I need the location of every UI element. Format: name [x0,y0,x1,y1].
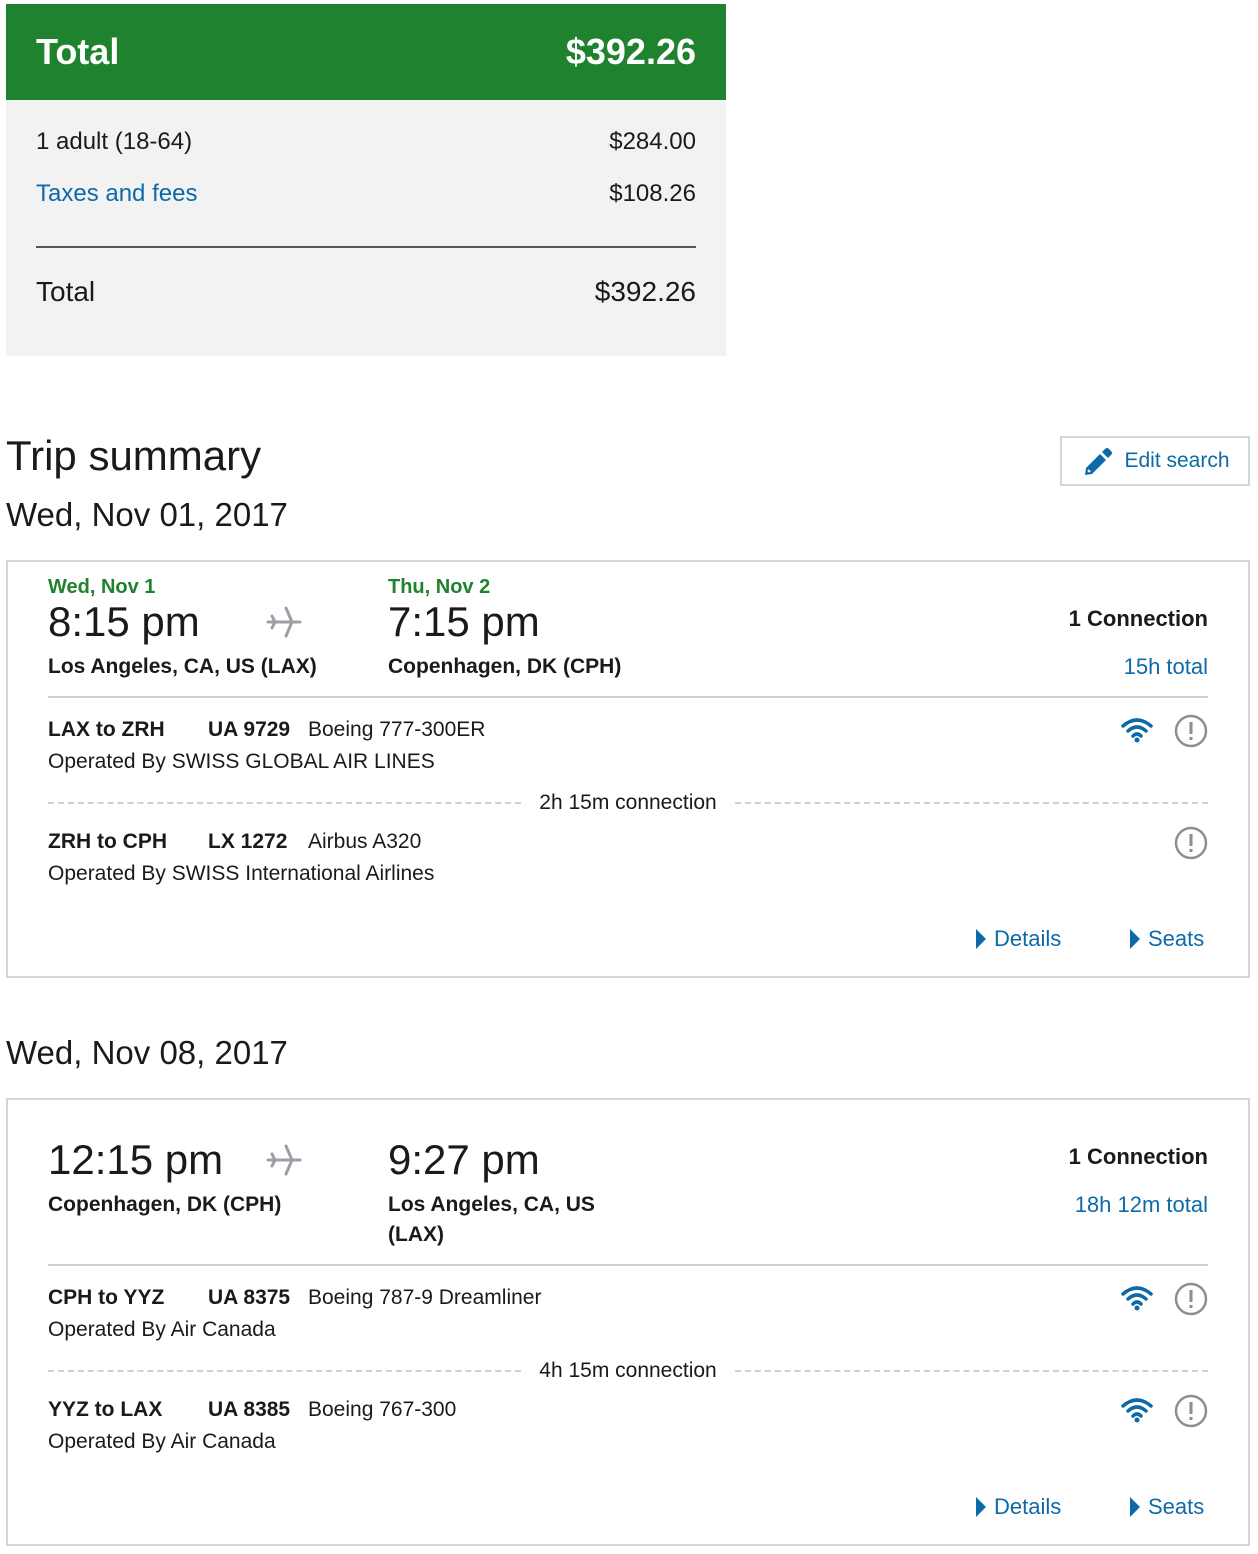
connection-count: 1 Connection [1068,1144,1208,1169]
segment-flight-number: LX 1272 [208,830,288,853]
details-link[interactable]: Details [976,926,1061,952]
segment-aircraft: Boeing 777-300ER [308,718,486,741]
edit-search-label: Edit search [1124,449,1230,472]
wifi-icon [1121,1286,1153,1311]
segment-flight-number: UA 9729 [208,718,291,741]
details-link[interactable]: Details [976,1494,1061,1520]
segment-route: YYZ to LAX [48,1398,163,1421]
price-row-amount: $284.00 [609,128,696,155]
alert-icon[interactable] [1174,714,1208,748]
connection-count: 1 Connection [1068,606,1208,631]
pencil-icon [1085,448,1113,475]
details-label: Details [994,926,1062,951]
segment-flight-number: UA 8375 [208,1286,291,1309]
edit-search-button[interactable]: Edit search [1060,436,1250,486]
segment-operator: Operated By SWISS GLOBAL AIR LINES [48,750,435,773]
segment-route: LAX to ZRH [48,718,165,741]
segment-route: ZRH to CPH [48,830,167,853]
price-row-adult: 1 adult (18-64) $284.00 [36,128,696,156]
depart-time: 12:15 pm [48,1136,224,1183]
segment-aircraft: Boeing 767-300 [308,1398,457,1421]
price-row-taxes: Taxes and fees $108.26 [36,180,696,208]
price-total-amount: $392.26 [594,276,696,307]
taxes-and-fees-link[interactable]: Taxes and fees [36,180,198,207]
flight-date-heading: Wed, Nov 01, 2017 [6,496,288,533]
price-header-label: Total [36,31,120,72]
arrive-time: 9:27 pm [388,1136,540,1183]
segment-aircraft: Boeing 787-9 Dreamliner [308,1286,542,1309]
caret-right-icon [1130,1497,1140,1517]
price-row-amount: $108.26 [609,180,696,207]
flight-card: Wed, Nov 1 8:15 pm Los Angeles, CA, US (… [6,560,1250,978]
depart-day: Wed, Nov 1 [48,576,156,598]
depart-city: Los Angeles, CA, US (LAX) [48,655,317,678]
segment-operator: Operated By SWISS International Airlines [48,862,435,885]
segment-route: CPH to YYZ [48,1286,165,1309]
price-row-label: 1 adult (18-64) [36,128,193,155]
price-total-label: Total [36,276,96,307]
caret-right-icon [1130,929,1140,949]
arrive-day: Thu, Nov 2 [388,576,491,598]
alert-icon[interactable] [1174,826,1208,860]
price-divider [36,246,696,248]
trip-duration: 18h 12m total [1074,1192,1208,1217]
details-label: Details [994,1494,1062,1519]
seats-link[interactable]: Seats [1130,926,1204,952]
card-divider [48,1264,1208,1266]
connection-time: 2h 15m connection [539,791,717,814]
arrive-city: Los Angeles, CA, US (LAX) [388,1193,595,1246]
arrive-time: 7:15 pm [388,598,540,645]
price-header: Total $392.26 [6,4,726,100]
price-summary: Total $392.26 1 adult (18-64) $284.00 Ta… [6,4,726,356]
flight-card: 12:15 pm Copenhagen, DK (CPH) 9:27 pm Lo… [6,1098,1250,1546]
wifi-icon [1121,1398,1153,1423]
card-divider [48,696,1208,698]
plane-icon [266,606,302,638]
alert-icon[interactable] [1174,1282,1208,1316]
connection-divider: 2h 15m connection [48,790,1208,816]
connection-divider: 4h 15m connection [48,1358,1208,1384]
seats-label: Seats [1148,1494,1205,1519]
seats-link[interactable]: Seats [1130,1494,1204,1520]
plane-icon [266,1144,302,1176]
segment-operator: Operated By Air Canada [48,1318,276,1341]
segment-flight-number: UA 8385 [208,1398,291,1421]
seats-label: Seats [1148,926,1205,951]
caret-right-icon [976,1497,986,1517]
segment-operator: Operated By Air Canada [48,1430,276,1453]
arrive-city: Copenhagen, DK (CPH) [388,655,622,678]
segment-aircraft: Airbus A320 [308,830,422,853]
depart-time: 8:15 pm [48,598,200,645]
price-header-amount: $392.26 [565,31,696,72]
price-row-total: Total $392.26 [36,276,696,308]
trip-summary-title: Trip summary [6,432,262,479]
depart-city: Copenhagen, DK (CPH) [48,1193,282,1216]
wifi-icon [1121,718,1153,743]
flight-date-heading: Wed, Nov 08, 2017 [6,1034,288,1071]
caret-right-icon [976,929,986,949]
alert-icon[interactable] [1174,1394,1208,1428]
connection-time: 4h 15m connection [539,1359,717,1382]
trip-duration: 15h total [1123,654,1208,679]
